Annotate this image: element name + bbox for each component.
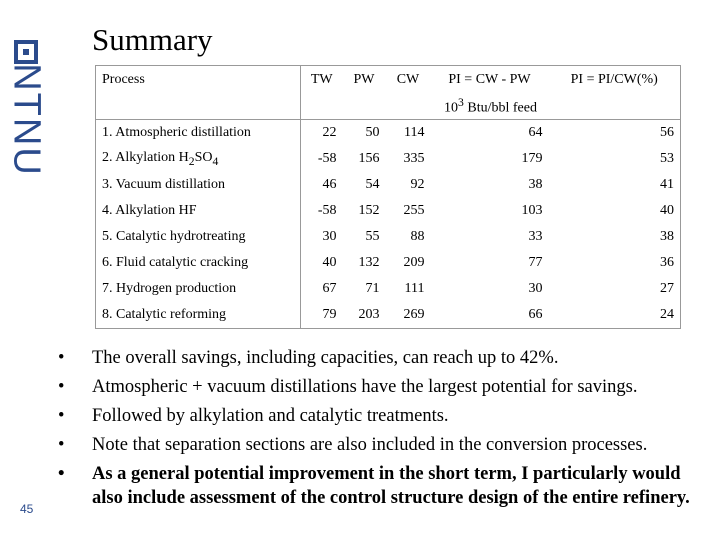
data-row: 7. Hydrogen production 67 71 111 30 27 [95, 276, 681, 302]
value-cell: 30 [528, 281, 543, 296]
summary-table: Process TW PW CW PI = CW - PW PI = PI/CW(%) 10… [95, 65, 681, 329]
value-cell: 203 [358, 307, 380, 322]
value-cell: 269 [403, 307, 425, 322]
script-text: 4 [212, 154, 219, 168]
value-cell: 54 [365, 177, 380, 192]
value-cell: 46 [322, 177, 337, 192]
logo-text: NTNU [5, 63, 48, 177]
value-cell: 36 [660, 255, 674, 270]
value-cell: 40 [322, 255, 337, 270]
process-cell: 7. Hydrogen production [95, 276, 301, 302]
header-cell: TW [310, 71, 333, 87]
value-cell: 22 [322, 125, 337, 140]
value-cell: 56 [660, 125, 674, 140]
process-cell: 6. Fluid catalytic cracking [95, 250, 301, 276]
data-row: 2. Alkylation H2SO4 -58 156 335 179 53 [95, 146, 681, 172]
value-cell: 53 [660, 151, 674, 166]
value-cell: 132 [358, 255, 380, 270]
value-cell: 33 [528, 229, 543, 244]
header-cell: PI = CW - PW [448, 71, 531, 87]
value-cell: 41 [660, 177, 674, 192]
value-cell: 335 [403, 151, 425, 166]
data-row: 8. Catalytic reforming 79 203 269 66 24 [95, 302, 681, 329]
value-cell: 38 [660, 229, 674, 244]
data-row: 3. Vacuum distillation 46 54 92 38 41 [95, 172, 681, 198]
value-cell: 103 [521, 203, 543, 218]
value-cell: 27 [660, 281, 674, 296]
text-run: 10 [444, 100, 459, 116]
process-cell: 5. Catalytic hydrotreating [95, 224, 301, 250]
bullet-list: The overall savings, including capacitie… [58, 346, 708, 515]
value-cell: 24 [660, 307, 674, 322]
text-run: Btu/bbl feed [463, 100, 537, 116]
value-cell: 38 [528, 177, 543, 192]
units-row: 103 Btu/bbl feed [95, 93, 681, 120]
process-cell: 3. Vacuum distillation [95, 172, 301, 198]
value-cell: -58 [317, 203, 337, 218]
value-cell: 255 [403, 203, 425, 218]
process-cell: 2. Alkylation H2SO4 [95, 146, 301, 172]
bullet-item: As a general potential improvement in th… [58, 462, 708, 510]
value-cell: 64 [528, 125, 543, 140]
value-cell: 67 [322, 281, 337, 296]
value-cell: -58 [317, 151, 337, 166]
value-cell: 77 [528, 255, 543, 270]
value-cell: 179 [521, 151, 543, 166]
process-cell: 4. Alkylation HF [95, 198, 301, 224]
header-row: Process TW PW CW PI = CW - PW PI = PI/CW(%) [95, 65, 681, 93]
bullet-item: The overall savings, including capacitie… [58, 346, 708, 370]
data-row: 4. Alkylation HF -58 152 255 103 40 [95, 198, 681, 224]
bullet-item: Note that separation sections are also i… [58, 433, 708, 457]
value-cell: 209 [403, 255, 425, 270]
header-cell: PW [353, 71, 375, 87]
value-cell: 111 [404, 281, 425, 296]
units-cell: 103 Btu/bbl feed [300, 93, 681, 120]
page-number: 45 [20, 502, 34, 516]
text-run: SO [194, 150, 213, 166]
text-run: 2. Alkylation H [102, 150, 189, 166]
bullet-item: Atmospheric + vacuum distillations have … [58, 375, 708, 399]
script-text: 3 [458, 95, 464, 109]
value-cell: 71 [365, 281, 380, 296]
slide-title: Summary [92, 22, 213, 57]
data-row: 6. Fluid catalytic cracking 40 132 209 77 36 [95, 250, 681, 276]
value-cell: 40 [660, 203, 674, 218]
logo-icon [14, 40, 38, 64]
value-cell: 114 [404, 125, 425, 140]
value-cell: 79 [322, 307, 337, 322]
value-cell: 92 [410, 177, 425, 192]
data-row: 1. Atmospheric distillation 22 50 114 64 56 [95, 119, 681, 146]
process-cell: 1. Atmospheric distillation [95, 119, 301, 146]
header-cell: Process [95, 65, 301, 93]
value-cell: 156 [358, 151, 380, 166]
data-row: 5. Catalytic hydrotreating 30 55 88 33 38 [95, 224, 681, 250]
process-cell: 8. Catalytic reforming [95, 302, 301, 329]
bullet-item: Followed by alkylation and catalytic tre… [58, 404, 708, 428]
value-cell: 55 [365, 229, 380, 244]
header-cell: PI = PI/CW(%) [570, 71, 658, 87]
value-cell: 30 [322, 229, 337, 244]
value-cell: 88 [410, 229, 425, 244]
header-cell: CW [396, 71, 420, 87]
value-cell: 66 [528, 307, 543, 322]
script-text: 2 [188, 154, 195, 168]
cell [95, 93, 301, 120]
value-cell: 152 [358, 203, 380, 218]
value-cell: 50 [365, 125, 380, 140]
